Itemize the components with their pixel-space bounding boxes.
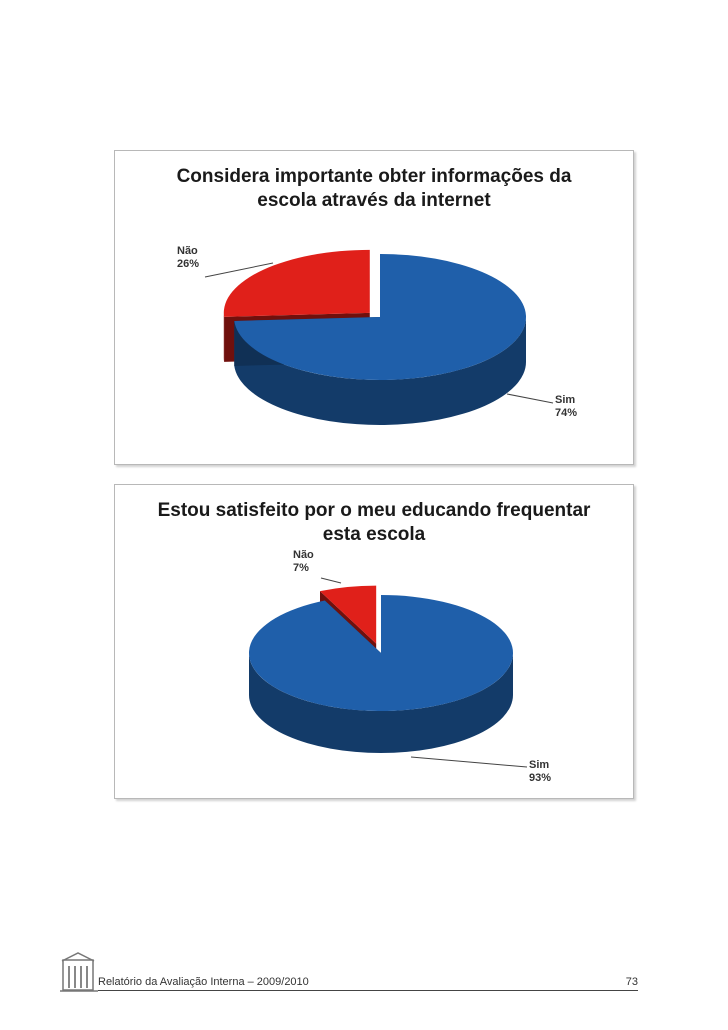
footer-rule — [98, 990, 638, 991]
chart-title-line2: escola através da internet — [257, 190, 491, 211]
slice-label-nao: Não 7% — [293, 549, 314, 574]
footer-title: Relatório da Avaliação Interna – 2009/20… — [98, 976, 309, 988]
page-number: 73 — [625, 976, 638, 988]
pie-slice-sim — [248, 595, 513, 711]
pie-plot — [248, 577, 528, 768]
slice-label-nao: Não 26% — [177, 245, 200, 270]
pie-plot — [204, 249, 554, 425]
page-footer: Relatório da Avaliação Interna – 2009/20… — [60, 950, 640, 996]
slice-label-sim: Sim 93% — [529, 759, 552, 784]
pie-slice-sim — [234, 254, 527, 380]
pie-chart-satisfaction: Estou satisfeito por o meu educando freq… — [114, 484, 634, 799]
chart-title-line2: esta escola — [322, 524, 426, 545]
pie-marks — [204, 249, 554, 425]
leader-line-1 — [410, 756, 528, 768]
school-building-icon — [60, 952, 98, 992]
pie-slice-no — [319, 585, 377, 644]
leader-line-0 — [204, 262, 274, 278]
pie-marks — [248, 577, 528, 768]
pie-chart-internet-info: Considera importante obter informações d… — [114, 150, 634, 465]
leader-line-1 — [506, 393, 554, 404]
pie-slice-no — [223, 249, 370, 317]
leader-line-0 — [320, 577, 342, 584]
chart-title-line1: Considera importante obter informações d… — [176, 166, 572, 187]
slice-label-sim: Sim 74% — [555, 394, 578, 419]
chart-title-line1: Estou satisfeito por o meu educando freq… — [157, 500, 591, 521]
